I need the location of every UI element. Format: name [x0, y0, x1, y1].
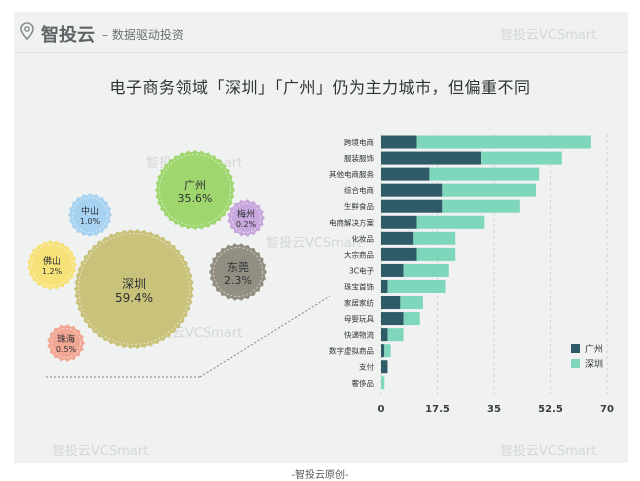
bar-shenzhen [384, 344, 391, 358]
bubble-value-label: 1.2% [42, 267, 63, 276]
y-category-label: 奢侈品 [352, 378, 375, 388]
brand-name: 智投云 [41, 25, 95, 46]
bar-guangzhou [381, 199, 443, 213]
y-category-label: 珠宝首饰 [344, 281, 374, 291]
bar-shenzhen [403, 263, 449, 277]
chart-title: 电子商务领域「深圳」「广州」仍为主力城市，但偏重不同 [109, 78, 531, 97]
x-tick-label: 70 [600, 404, 614, 415]
legend-swatch [571, 359, 580, 368]
bar-shenzhen [387, 279, 446, 293]
y-category-label: 快递物流 [344, 330, 374, 340]
watermark: 智投云VCSmart [52, 444, 149, 459]
bar-shenzhen [403, 312, 420, 326]
legend-label: 深圳 [585, 359, 603, 370]
bar-guangzhou [381, 183, 443, 197]
connector-line [199, 295, 331, 378]
bubble-value-label: 0.2% [236, 220, 257, 229]
bubble: 中山1.0% [68, 193, 112, 237]
bar-shenzhen [481, 151, 562, 165]
x-tick-label: 0 [378, 404, 385, 415]
bubble-value-label: 0.5% [56, 345, 77, 354]
bar-shenzhen [400, 296, 423, 310]
y-category-label: 家居家纺 [344, 298, 374, 308]
legend-label: 广州 [585, 343, 603, 355]
y-category-label: 生鲜食品 [344, 201, 374, 211]
bar-guangzhou [381, 360, 388, 374]
y-category-label: 跨境电商 [344, 137, 374, 147]
y-category-label: 数字虚拟商品 [329, 346, 374, 356]
bubble-city-label: 梅州 [237, 208, 255, 220]
bar-guangzhou [381, 279, 388, 293]
y-category-label: 支付 [359, 362, 374, 372]
bar-guangzhou [381, 296, 401, 310]
bar-shenzhen [416, 215, 485, 229]
bubble-city-label: 珠海 [57, 333, 75, 345]
bar-guangzhou [381, 328, 388, 342]
y-category-label: 母婴玩具 [344, 315, 374, 324]
bubble-city-label: 深圳 [122, 277, 146, 291]
brand-slogan: – 数据驱动投资 [102, 28, 184, 42]
bubble-value-label: 59.4% [115, 291, 153, 305]
bar-shenzhen [413, 231, 456, 245]
bar-guangzhou [381, 215, 417, 229]
legend-swatch [571, 344, 580, 353]
bar-guangzhou [381, 312, 404, 326]
bubble: 佛山1.2% [27, 240, 77, 290]
bar-guangzhou [381, 231, 414, 245]
bar-guangzhou [381, 344, 385, 358]
bar-shenzhen [381, 376, 385, 390]
bar-guangzhou [381, 263, 404, 277]
y-category-label: 综合电商 [344, 185, 374, 195]
bubble-city-label: 广州 [184, 179, 206, 192]
bar-guangzhou [381, 135, 417, 149]
bubble-shape [74, 229, 194, 349]
bubble: 梅州0.2% [227, 199, 265, 237]
x-tick-label: 52.5 [538, 404, 563, 415]
bubble-shape [227, 199, 265, 237]
bar-shenzhen [442, 199, 520, 213]
watermark: 智投云VCSmart [266, 236, 363, 251]
bubble: 珠海0.5% [47, 324, 85, 362]
bubble-value-label: 2.3% [224, 274, 252, 287]
bar-guangzhou [381, 167, 430, 181]
y-category-label: 3C电子 [349, 265, 375, 275]
bubble-value-label: 35.6% [178, 192, 213, 205]
y-category-label: 电商解决方案 [329, 217, 374, 227]
location-pin-icon [20, 22, 34, 40]
bubble-city-label: 佛山 [43, 255, 61, 267]
y-category-label: 服装服饰 [344, 153, 374, 163]
y-category-label: 其他电商服务 [329, 169, 374, 179]
bubble-value-label: 1.0% [80, 217, 101, 226]
bar-shenzhen [429, 167, 540, 181]
x-tick-label: 35 [487, 404, 501, 415]
bar-shenzhen [416, 247, 456, 261]
bubble: 东莞2.3% [209, 243, 267, 301]
bar-shenzhen [416, 135, 591, 149]
bar-shenzhen [387, 328, 404, 342]
bar-guangzhou [381, 151, 482, 165]
y-category-label: 化妆品 [352, 233, 375, 243]
bubble-shape [209, 243, 267, 301]
watermark: 智投云VCSmart [500, 444, 597, 459]
bubble-shape [155, 150, 235, 230]
bubble-shape [47, 324, 85, 362]
y-category-label: 大宗商品 [344, 249, 374, 259]
bubble-city-label: 东莞 [227, 261, 249, 274]
bubble-shape [68, 193, 112, 237]
bubble-city-label: 中山 [81, 205, 99, 217]
header-bar: 智投云 – 数据驱动投资 智投云VCSmart [14, 12, 628, 53]
watermark: 智投云VCSmart [500, 28, 597, 43]
x-tick-label: 17.5 [425, 404, 450, 415]
footer-note: -智投云原创- [291, 470, 349, 481]
bubble-shape [27, 240, 77, 290]
bar-guangzhou [381, 247, 417, 261]
bar-shenzhen [442, 183, 536, 197]
